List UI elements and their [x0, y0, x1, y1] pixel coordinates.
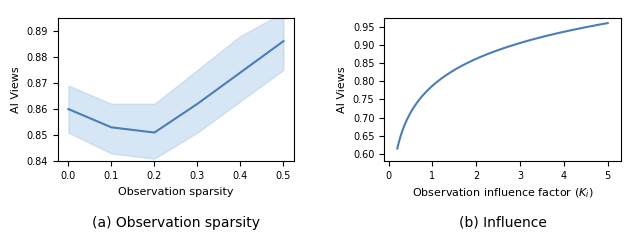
- Y-axis label: AI Views: AI Views: [337, 66, 348, 113]
- Y-axis label: AI Views: AI Views: [11, 66, 21, 113]
- X-axis label: Observation influence factor ($K_i$): Observation influence factor ($K_i$): [412, 186, 593, 200]
- X-axis label: Observation sparsity: Observation sparsity: [118, 186, 234, 197]
- Text: (b) Influence: (b) Influence: [458, 216, 547, 230]
- Text: (a) Observation sparsity: (a) Observation sparsity: [92, 216, 260, 230]
